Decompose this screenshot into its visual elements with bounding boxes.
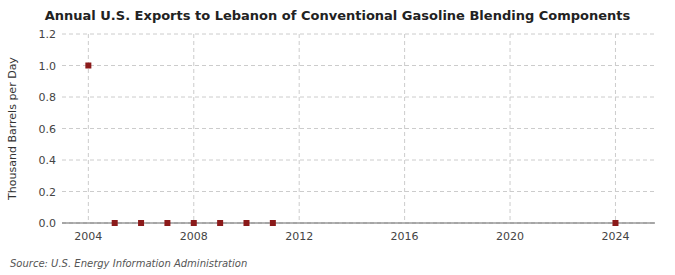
y-axis-label: Thousand Barrels per Day [6,57,19,201]
x-tick-label: 2020 [496,230,524,243]
x-grid-line [510,34,511,223]
y-grid-line [62,34,655,35]
y-grid-line [62,160,655,161]
point [217,220,223,226]
point [270,220,276,226]
grid [62,34,655,223]
y-tick-label: 1.0 [39,60,57,73]
y-tick-label: 0.2 [39,186,57,199]
x-tick-label: 2008 [180,230,208,243]
title: Annual U.S. Exports to Lebanon of Conven… [45,8,631,23]
point [112,220,118,226]
source-note: Source: U.S. Energy Information Administ… [10,258,247,269]
y-grid-line [62,223,655,224]
points [85,63,618,227]
chart-svg: 0.0 0.2 0.4 0.6 0.8 1.0 1.2 2004 2008 2012 2016 202… [0,0,675,275]
y-grid-line [62,65,655,66]
x-grid-line [615,34,616,223]
point [138,220,144,226]
point [612,220,618,226]
x-grid-line [404,34,405,223]
y-tick-label: 0.8 [39,91,57,104]
y-tick-label: 0.4 [39,154,57,167]
x-grid-line [193,34,194,223]
x-grid-line [299,34,300,223]
chart-container: 0.0 0.2 0.4 0.6 0.8 1.0 1.2 2004 2008 2012 2016 202… [0,0,675,275]
y-tick-label: 0.0 [39,217,57,230]
point [85,63,91,69]
y-grid-line [62,97,655,98]
point [191,220,197,226]
point [164,220,170,226]
x-tick-label: 2024 [601,230,629,243]
y-grid-line [62,191,655,192]
x-axis-line [62,223,655,224]
x-tick-label: 2016 [391,230,419,243]
y-tick-label: 0.6 [39,123,57,136]
x-grid-line [88,34,89,223]
point [243,220,249,226]
x-tick-label: 2004 [74,230,102,243]
y-grid-line [62,128,655,129]
y-tick-label: 1.2 [39,28,57,41]
x-tick-label: 2012 [285,230,313,243]
